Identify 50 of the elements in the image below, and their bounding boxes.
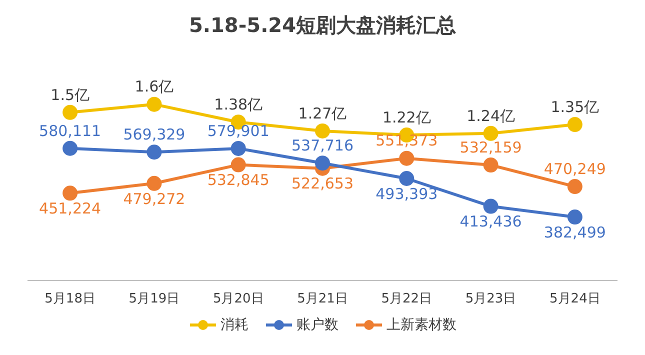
point (230, 157, 246, 172)
data-label: 537,716 (291, 136, 354, 154)
x-tick-label: 5月24日 (550, 292, 600, 307)
data-label: 479,272 (123, 190, 186, 208)
legend-label: 账户数 (296, 316, 338, 334)
data-label: 579,901 (207, 122, 270, 140)
point (146, 144, 162, 160)
point (567, 210, 582, 225)
data-label: 413,436 (460, 212, 522, 231)
data-label: 1.27亿 (298, 104, 347, 122)
x-tick-label: 5月22日 (381, 292, 432, 307)
data-label: 1.24亿 (466, 106, 515, 125)
point (567, 179, 582, 194)
point (483, 198, 498, 214)
chart-title: 5.18-5.24短剧大盘消耗汇总 (188, 12, 457, 39)
x-tick-label: 5月19日 (128, 292, 180, 307)
data-label: 451,224 (39, 200, 102, 218)
point (315, 123, 330, 138)
data-label: 1.38亿 (214, 95, 263, 114)
data-label: 569,329 (123, 126, 186, 144)
point (146, 176, 162, 191)
legend-label: 消耗 (220, 316, 248, 334)
data-label: 1.5亿 (50, 86, 90, 104)
point (230, 140, 246, 156)
point (315, 156, 330, 171)
point (62, 186, 78, 201)
x-tick-label: 5月21日 (297, 292, 348, 307)
data-label: 470,249 (544, 160, 606, 178)
point (399, 150, 414, 166)
x-tick-label: 5月20日 (212, 292, 264, 307)
point (399, 170, 414, 186)
data-label: 1.22亿 (382, 108, 431, 126)
data-label: 551,373 (376, 132, 438, 150)
x-tick-label: 5月23日 (465, 292, 516, 307)
data-label: 382,499 (544, 223, 606, 242)
point (483, 158, 498, 173)
data-label: 532,159 (460, 138, 522, 156)
x-tick-label: 5月18日 (44, 292, 96, 307)
data-label: 493,393 (376, 184, 438, 203)
data-label: 580,111 (39, 122, 102, 140)
data-label: 1.35亿 (550, 98, 600, 116)
data-label: 522,653 (291, 174, 354, 193)
point (62, 140, 78, 156)
legend-label: 上新素材数 (386, 316, 456, 334)
data-label: 532,845 (207, 171, 270, 190)
data-label: 1.6亿 (134, 78, 174, 96)
point (567, 117, 582, 132)
point (62, 104, 78, 120)
point (146, 96, 162, 112)
point (483, 126, 498, 141)
